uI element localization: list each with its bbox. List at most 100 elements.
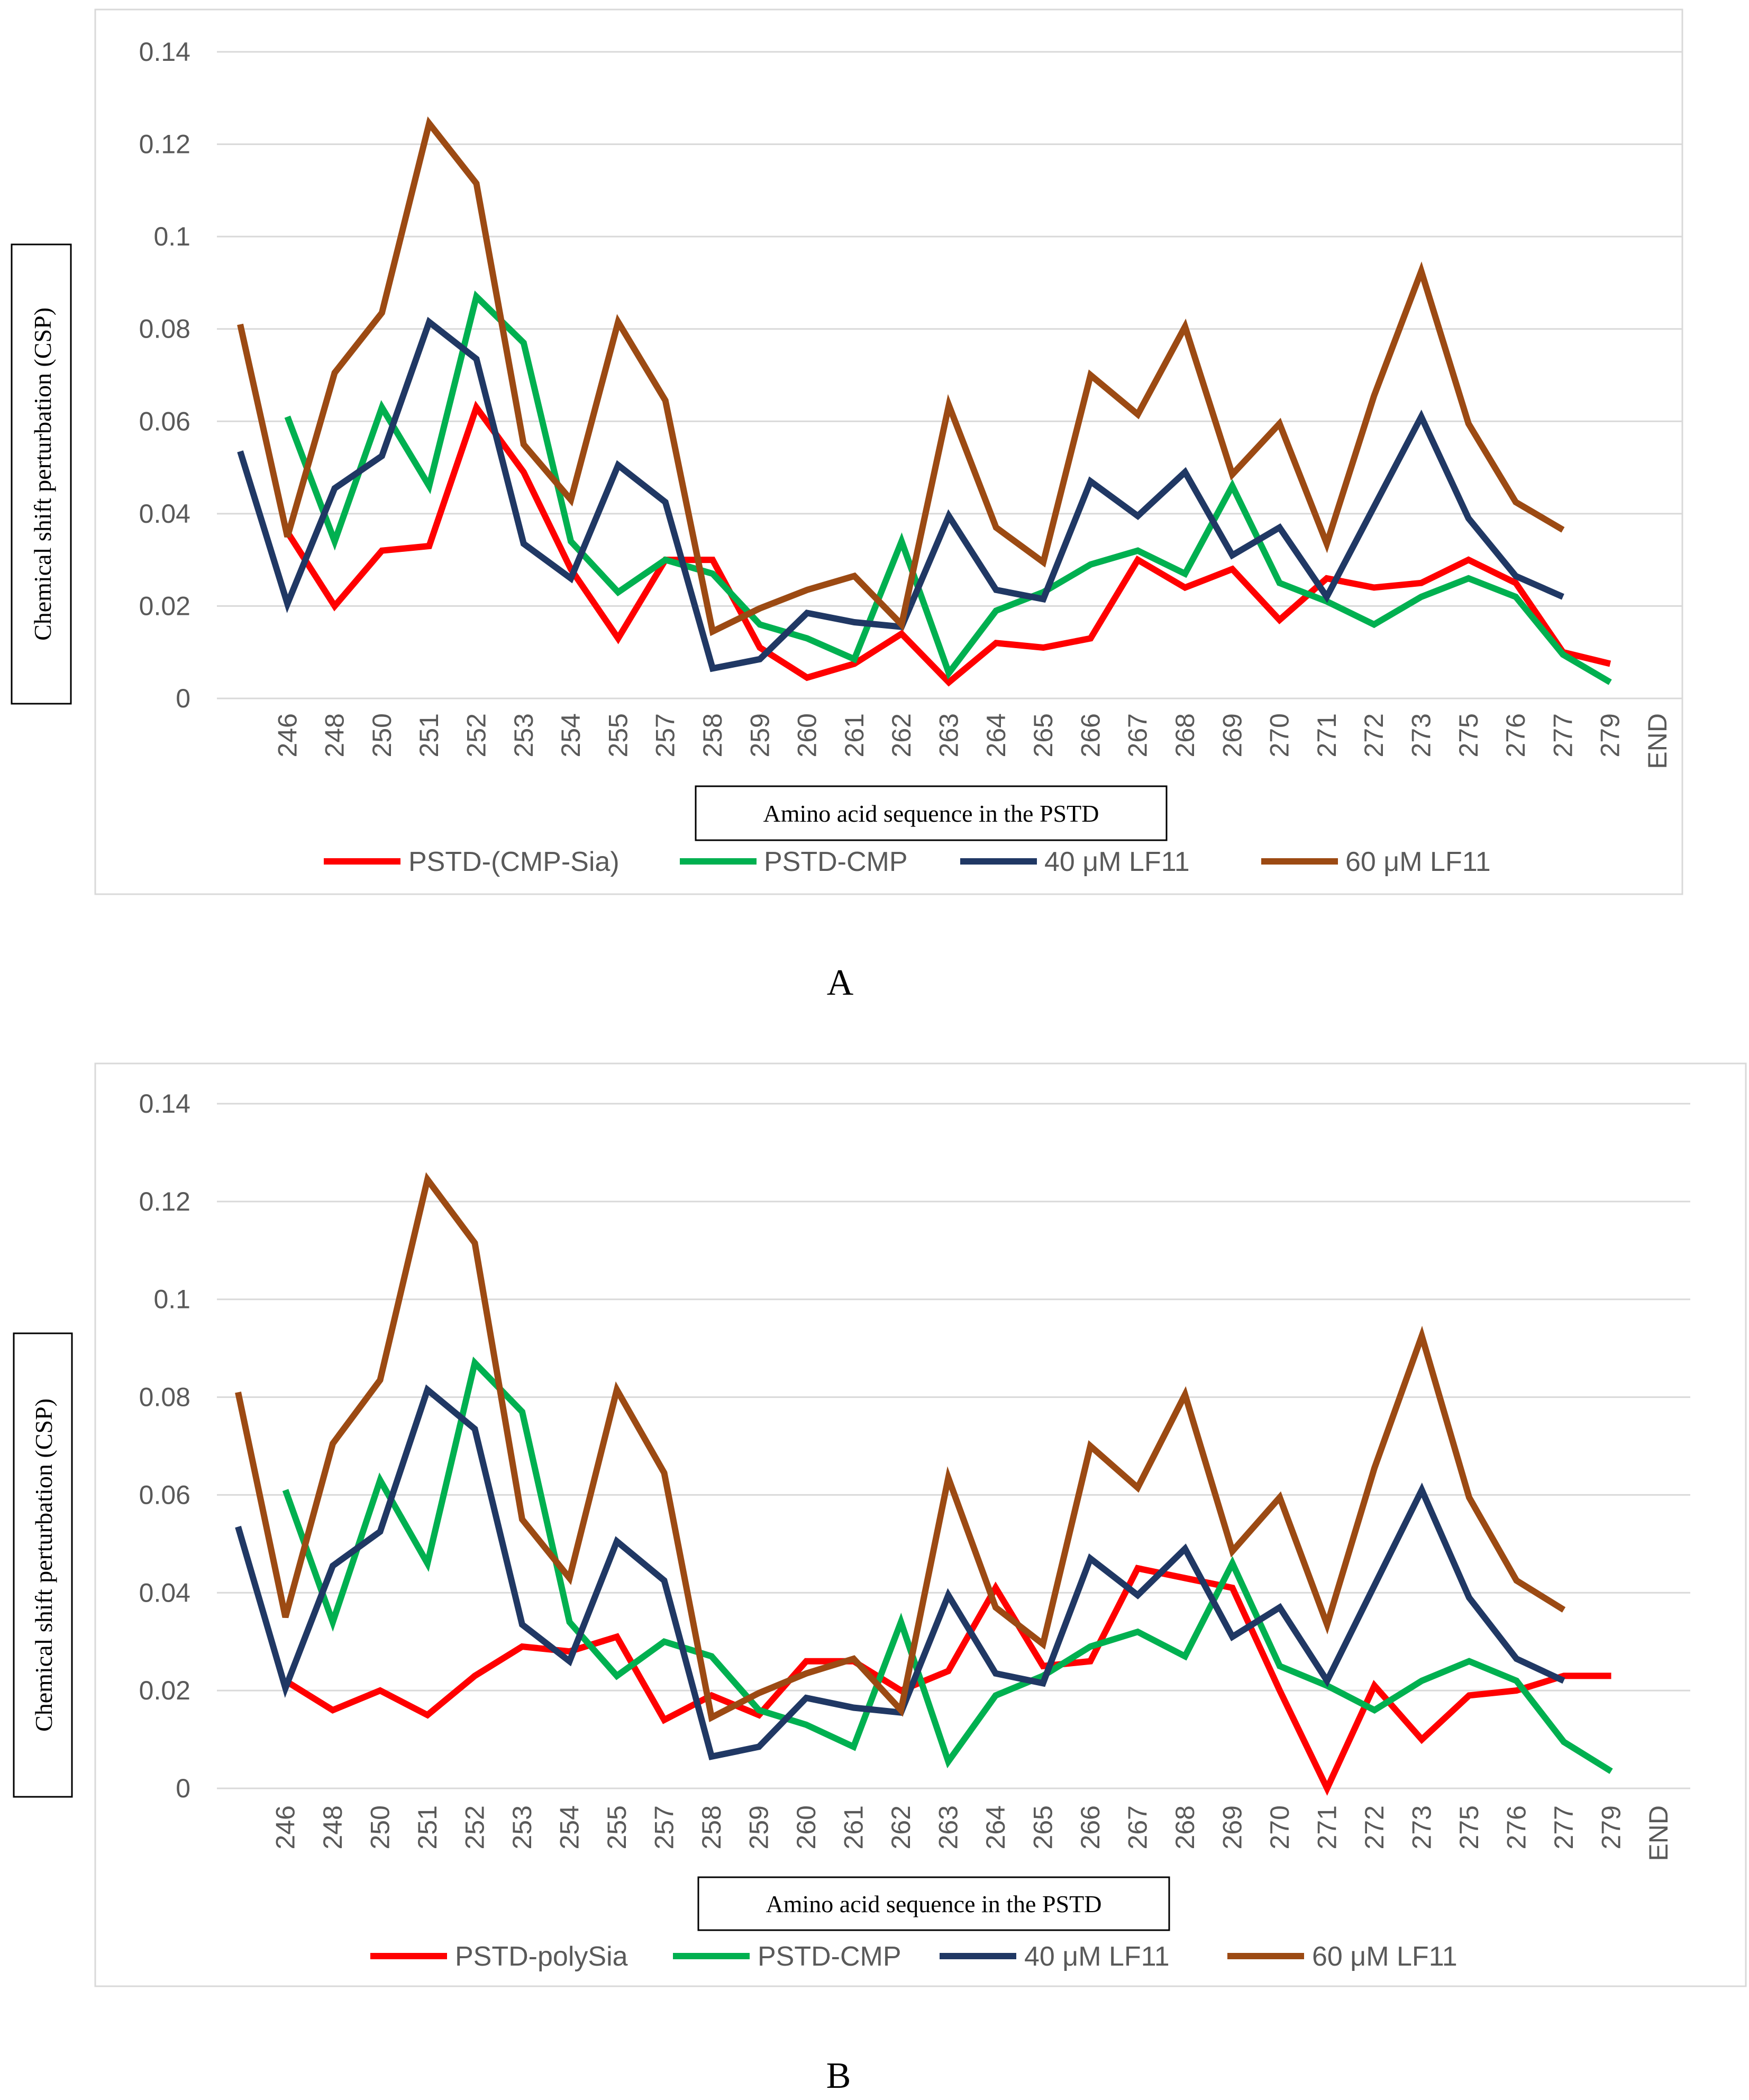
x-tick-label: END [1643,713,1672,769]
x-tick-label: 261 [839,1805,869,1849]
x-tick-label: 276 [1502,1805,1532,1849]
y-tick-label: 0.12 [139,130,190,159]
chart-panel-b: 0 0.02 0.04 0.06 0.08 0.1 0.12 0.14 246 248 250 25… [13,1062,1747,1987]
x-tick-label: 252 [460,1805,490,1849]
x-tick-label: 268 [1170,1805,1200,1849]
y-tick-label: 0.06 [139,1480,190,1510]
x-tick-label: 279 [1597,1805,1626,1849]
x-tick-label: 275 [1454,713,1483,757]
x-tick-label: 269 [1218,1805,1247,1849]
x-tick-label: 263 [934,1805,963,1849]
x-tick-label: 260 [792,713,822,757]
x-tick-label: 271 [1312,713,1342,757]
x-axis-label-box: Amino acid sequence in the PSTD [697,1876,1170,1931]
x-tick-label: 275 [1454,1805,1484,1849]
legend-label: PSTD-polySia [455,1941,628,1972]
chart-frame [94,1062,1747,1987]
chart-frame [94,8,1683,895]
x-tick-label: 277 [1549,1805,1579,1849]
x-tick-label: 260 [791,1805,821,1849]
y-tick-label: 0.02 [139,591,190,621]
x-tick-label: 254 [555,1805,585,1849]
legend-label: PSTD-CMP [758,1941,901,1972]
x-tick-label: 251 [414,713,444,757]
x-tick-label: 246 [272,713,302,757]
x-tick-label: 272 [1360,1805,1389,1849]
x-tick-label: 259 [745,713,775,757]
x-tick-label: 252 [462,713,491,757]
y-tick-label: 0.06 [139,406,190,436]
x-tick-label: 253 [509,713,539,757]
legend-label: PSTD-CMP [764,847,908,877]
x-tick-label: 248 [318,1805,348,1849]
x-tick-label: 250 [366,1805,395,1849]
x-tick-label: 268 [1170,713,1200,757]
panel-label-a: A [827,962,854,1003]
chart-panel-a: 0 0.02 0.04 0.06 0.08 0.1 0.12 0.14 246 248 250 25… [11,8,1683,895]
x-tick-label: END [1644,1805,1673,1861]
y-axis-label-box: Chemical shift perturbation (CSP) [13,1332,73,1798]
y-tick-label: 0 [176,1774,190,1803]
x-tick-label: 250 [367,713,397,757]
y-axis-label: Chemical shift perturbation (CSP) [30,1398,57,1732]
x-axis-label: Amino acid sequence in the PSTD [763,800,1099,827]
series-line-4 [237,116,1565,637]
legend-label: 40 μM LF11 [1044,847,1190,877]
legend-label: PSTD-(CMP-Sia) [408,847,620,877]
y-tick-label: 0.1 [153,1285,190,1314]
legend-label: 40 μM LF11 [1024,1941,1170,1972]
series-line-2 [284,290,1612,685]
x-tick-label: 257 [651,713,680,757]
x-tick-label: 266 [1076,1805,1105,1849]
x-tick-label: 265 [1028,1805,1058,1849]
x-tick-label: 266 [1076,713,1105,757]
legend-label: 60 μM LF11 [1312,1941,1458,1972]
x-tick-label: 262 [887,713,916,757]
x-tick-label: 255 [603,713,633,757]
y-tick-label: 0.04 [139,499,190,529]
series-line-1 [285,401,1611,687]
x-tick-label: 265 [1028,713,1058,757]
x-tick-label: 258 [697,1805,726,1849]
y-tick-label: 0 [176,684,190,713]
legend-label: 60 μM LF11 [1345,847,1491,877]
x-tick-label: 279 [1596,713,1625,757]
x-tick-label: 276 [1501,713,1531,757]
x-tick-label: 255 [602,1805,632,1849]
x-tick-label: 269 [1217,713,1247,757]
y-axis-label: Chemical shift perturbation (CSP) [29,307,56,641]
x-tick-label: 273 [1407,1805,1437,1849]
y-tick-label: 0.08 [139,314,190,344]
x-tick-label: 264 [981,713,1011,757]
x-tick-label: 254 [556,713,586,757]
x-tick-label: 272 [1359,713,1389,757]
x-tick-label: 248 [320,713,350,757]
y-tick-label: 0.04 [139,1578,190,1607]
y-tick-label: 0.14 [139,1089,190,1119]
x-tick-label: 253 [507,1805,537,1849]
x-tick-label: 263 [934,713,964,757]
x-tick-label: 259 [744,1805,774,1849]
x-tick-label: 262 [886,1805,916,1849]
x-tick-label: 246 [271,1805,300,1849]
x-tick-label: 267 [1123,713,1153,757]
x-tick-label: 251 [413,1805,442,1849]
y-tick-label: 0.1 [153,222,190,251]
y-tick-label: 0.08 [139,1383,190,1412]
y-axis-label-box: Chemical shift perturbation (CSP) [11,243,72,705]
x-tick-label: 264 [981,1805,1010,1849]
x-tick-label: 273 [1407,713,1436,757]
x-tick-label: 258 [698,713,727,757]
x-tick-label: 267 [1123,1805,1153,1849]
x-tick-label: 271 [1313,1805,1342,1849]
x-tick-label: 261 [840,713,869,757]
x-axis-label: Amino acid sequence in the PSTD [766,1890,1102,1917]
series-line-2 [282,1356,1613,1774]
y-tick-label: 0.12 [139,1187,190,1216]
x-tick-label: 270 [1265,1805,1295,1849]
series-line-4 [235,1172,1566,1723]
y-tick-label: 0.14 [139,37,190,67]
x-tick-label: 270 [1265,713,1295,757]
x-tick-label: 257 [650,1805,679,1849]
